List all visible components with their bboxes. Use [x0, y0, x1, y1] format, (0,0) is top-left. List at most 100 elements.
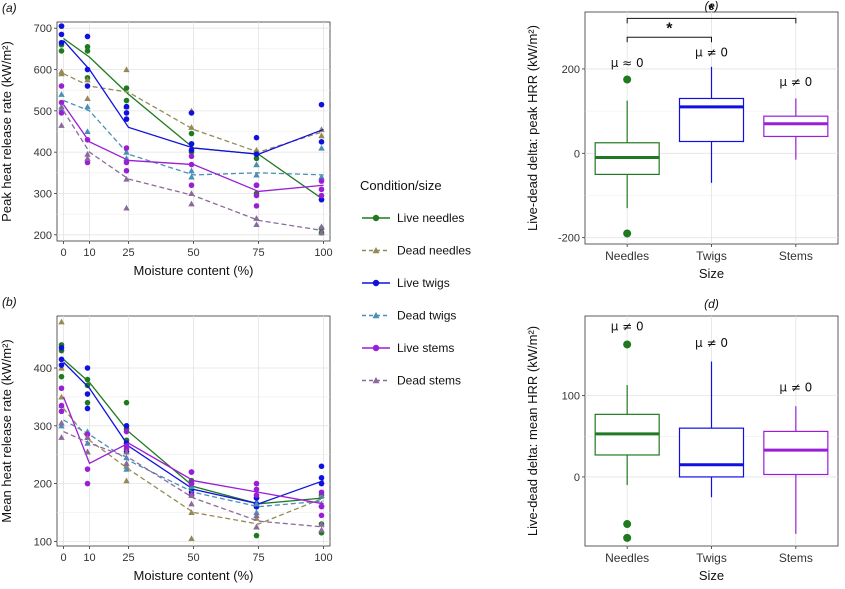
data-point [253, 486, 260, 493]
x-axis-label: Size [699, 568, 724, 583]
data-point [188, 153, 195, 160]
data-point [123, 155, 130, 161]
outlier-point [623, 520, 632, 529]
data-point [84, 155, 91, 161]
data-point [253, 480, 260, 487]
legend-label: Live twigs [397, 276, 450, 290]
data-point [58, 402, 65, 409]
data-point [318, 520, 325, 527]
data-point [84, 151, 91, 157]
data-point [84, 405, 91, 412]
x-tick-label: 25 [122, 552, 134, 564]
y-tick-label: 700 [34, 23, 52, 35]
data-point [123, 477, 130, 484]
legend-item-dead_stems: Dead stems [362, 374, 461, 388]
x-tick-label: Needles [605, 249, 649, 263]
legend-label: Live needles [397, 211, 464, 225]
x-tick-label: 50 [187, 552, 199, 564]
y-tick-label: 400 [34, 147, 52, 159]
data-point [58, 362, 65, 368]
data-point [58, 31, 65, 38]
data-point [318, 139, 325, 145]
x-tick-label: 10 [83, 552, 95, 564]
panel-d: 0 100 Needles μ ≠ 0 Twigs μ ≠ 0 Stems μ ≠ 0 (d) S… [525, 297, 839, 583]
data-point [123, 145, 130, 151]
data-point [253, 500, 260, 507]
x-axis-label: Size [699, 266, 724, 281]
data-point [318, 480, 325, 487]
data-point [123, 110, 130, 116]
mu-annotation: μ ≠ 0 [779, 75, 812, 89]
data-point [84, 399, 91, 406]
series-line-live_stems [62, 396, 324, 505]
legend-label: Dead needles [397, 244, 471, 258]
y-tick-label: 200 [34, 230, 52, 242]
x-tick-label: 0 [60, 247, 66, 259]
data-point [318, 489, 325, 496]
y-tick-label: -200 [558, 233, 580, 245]
data-point [188, 147, 195, 153]
data-point [123, 465, 130, 472]
data-point [318, 229, 325, 236]
outlier-point [623, 75, 632, 84]
data-point [84, 103, 91, 110]
data-point [318, 144, 325, 151]
y-tick-label: 100 [562, 391, 580, 403]
data-point [188, 535, 195, 542]
x-tick-label: 75 [252, 552, 264, 564]
box-twigs: Twigs μ ≠ 0 [678, 316, 745, 565]
data-point [188, 110, 195, 116]
panel-label: (a) [2, 1, 17, 15]
legend-label: Dead twigs [397, 309, 456, 323]
data-point [188, 130, 195, 137]
data-point [188, 469, 195, 475]
data-point [123, 148, 130, 155]
box-iqr [763, 115, 829, 138]
y-tick-label: 400 [34, 363, 52, 375]
data-point [58, 39, 65, 46]
data-point [253, 215, 260, 221]
data-point [58, 419, 65, 426]
data-point [188, 124, 195, 130]
data-point [123, 66, 130, 73]
data-point [253, 151, 260, 158]
data-point [318, 503, 325, 510]
series-line-live_twigs [63, 361, 324, 505]
panel-a: 200 300 400 500 600 700 0 10 25 50 75 100 (a) Moistur… [0, 1, 333, 278]
legend-label: Dead stems [397, 374, 461, 388]
data-point [84, 448, 91, 455]
x-tick-label: Stems [779, 249, 813, 263]
y-tick-label: 300 [34, 188, 52, 200]
data-point [58, 48, 65, 54]
data-point [123, 175, 130, 182]
outlier-point [623, 340, 632, 349]
data-point [188, 491, 195, 498]
data-point [58, 99, 65, 106]
x-tick-label: 50 [187, 247, 199, 259]
legend-item-live_stems: Live stems [362, 341, 454, 355]
x-tick-label: 25 [122, 247, 134, 259]
legend-marker [372, 377, 380, 384]
data-point [84, 33, 91, 40]
data-point [123, 85, 130, 91]
data-point [84, 83, 91, 89]
data-point [84, 43, 91, 50]
y-tick-label: 200 [562, 64, 580, 76]
data-point [253, 146, 260, 153]
data-point [253, 523, 260, 530]
data-point [253, 509, 260, 516]
data-point [84, 391, 91, 397]
data-point [58, 373, 65, 380]
data-point [253, 134, 260, 141]
data-point [188, 141, 195, 147]
legend-label: Live stems [397, 341, 454, 355]
y-tick-label: 200 [34, 479, 52, 491]
y-tick-label: 100 [34, 536, 52, 548]
series-live_stems [58, 83, 325, 209]
panel-label: (c) [705, 0, 719, 13]
data-point [123, 422, 130, 429]
data-point [58, 356, 65, 363]
y-axis-label: Live-dead delta: peak HRR (kW/m²) [525, 25, 540, 231]
legend-marker [372, 344, 380, 352]
data-point [58, 110, 65, 116]
